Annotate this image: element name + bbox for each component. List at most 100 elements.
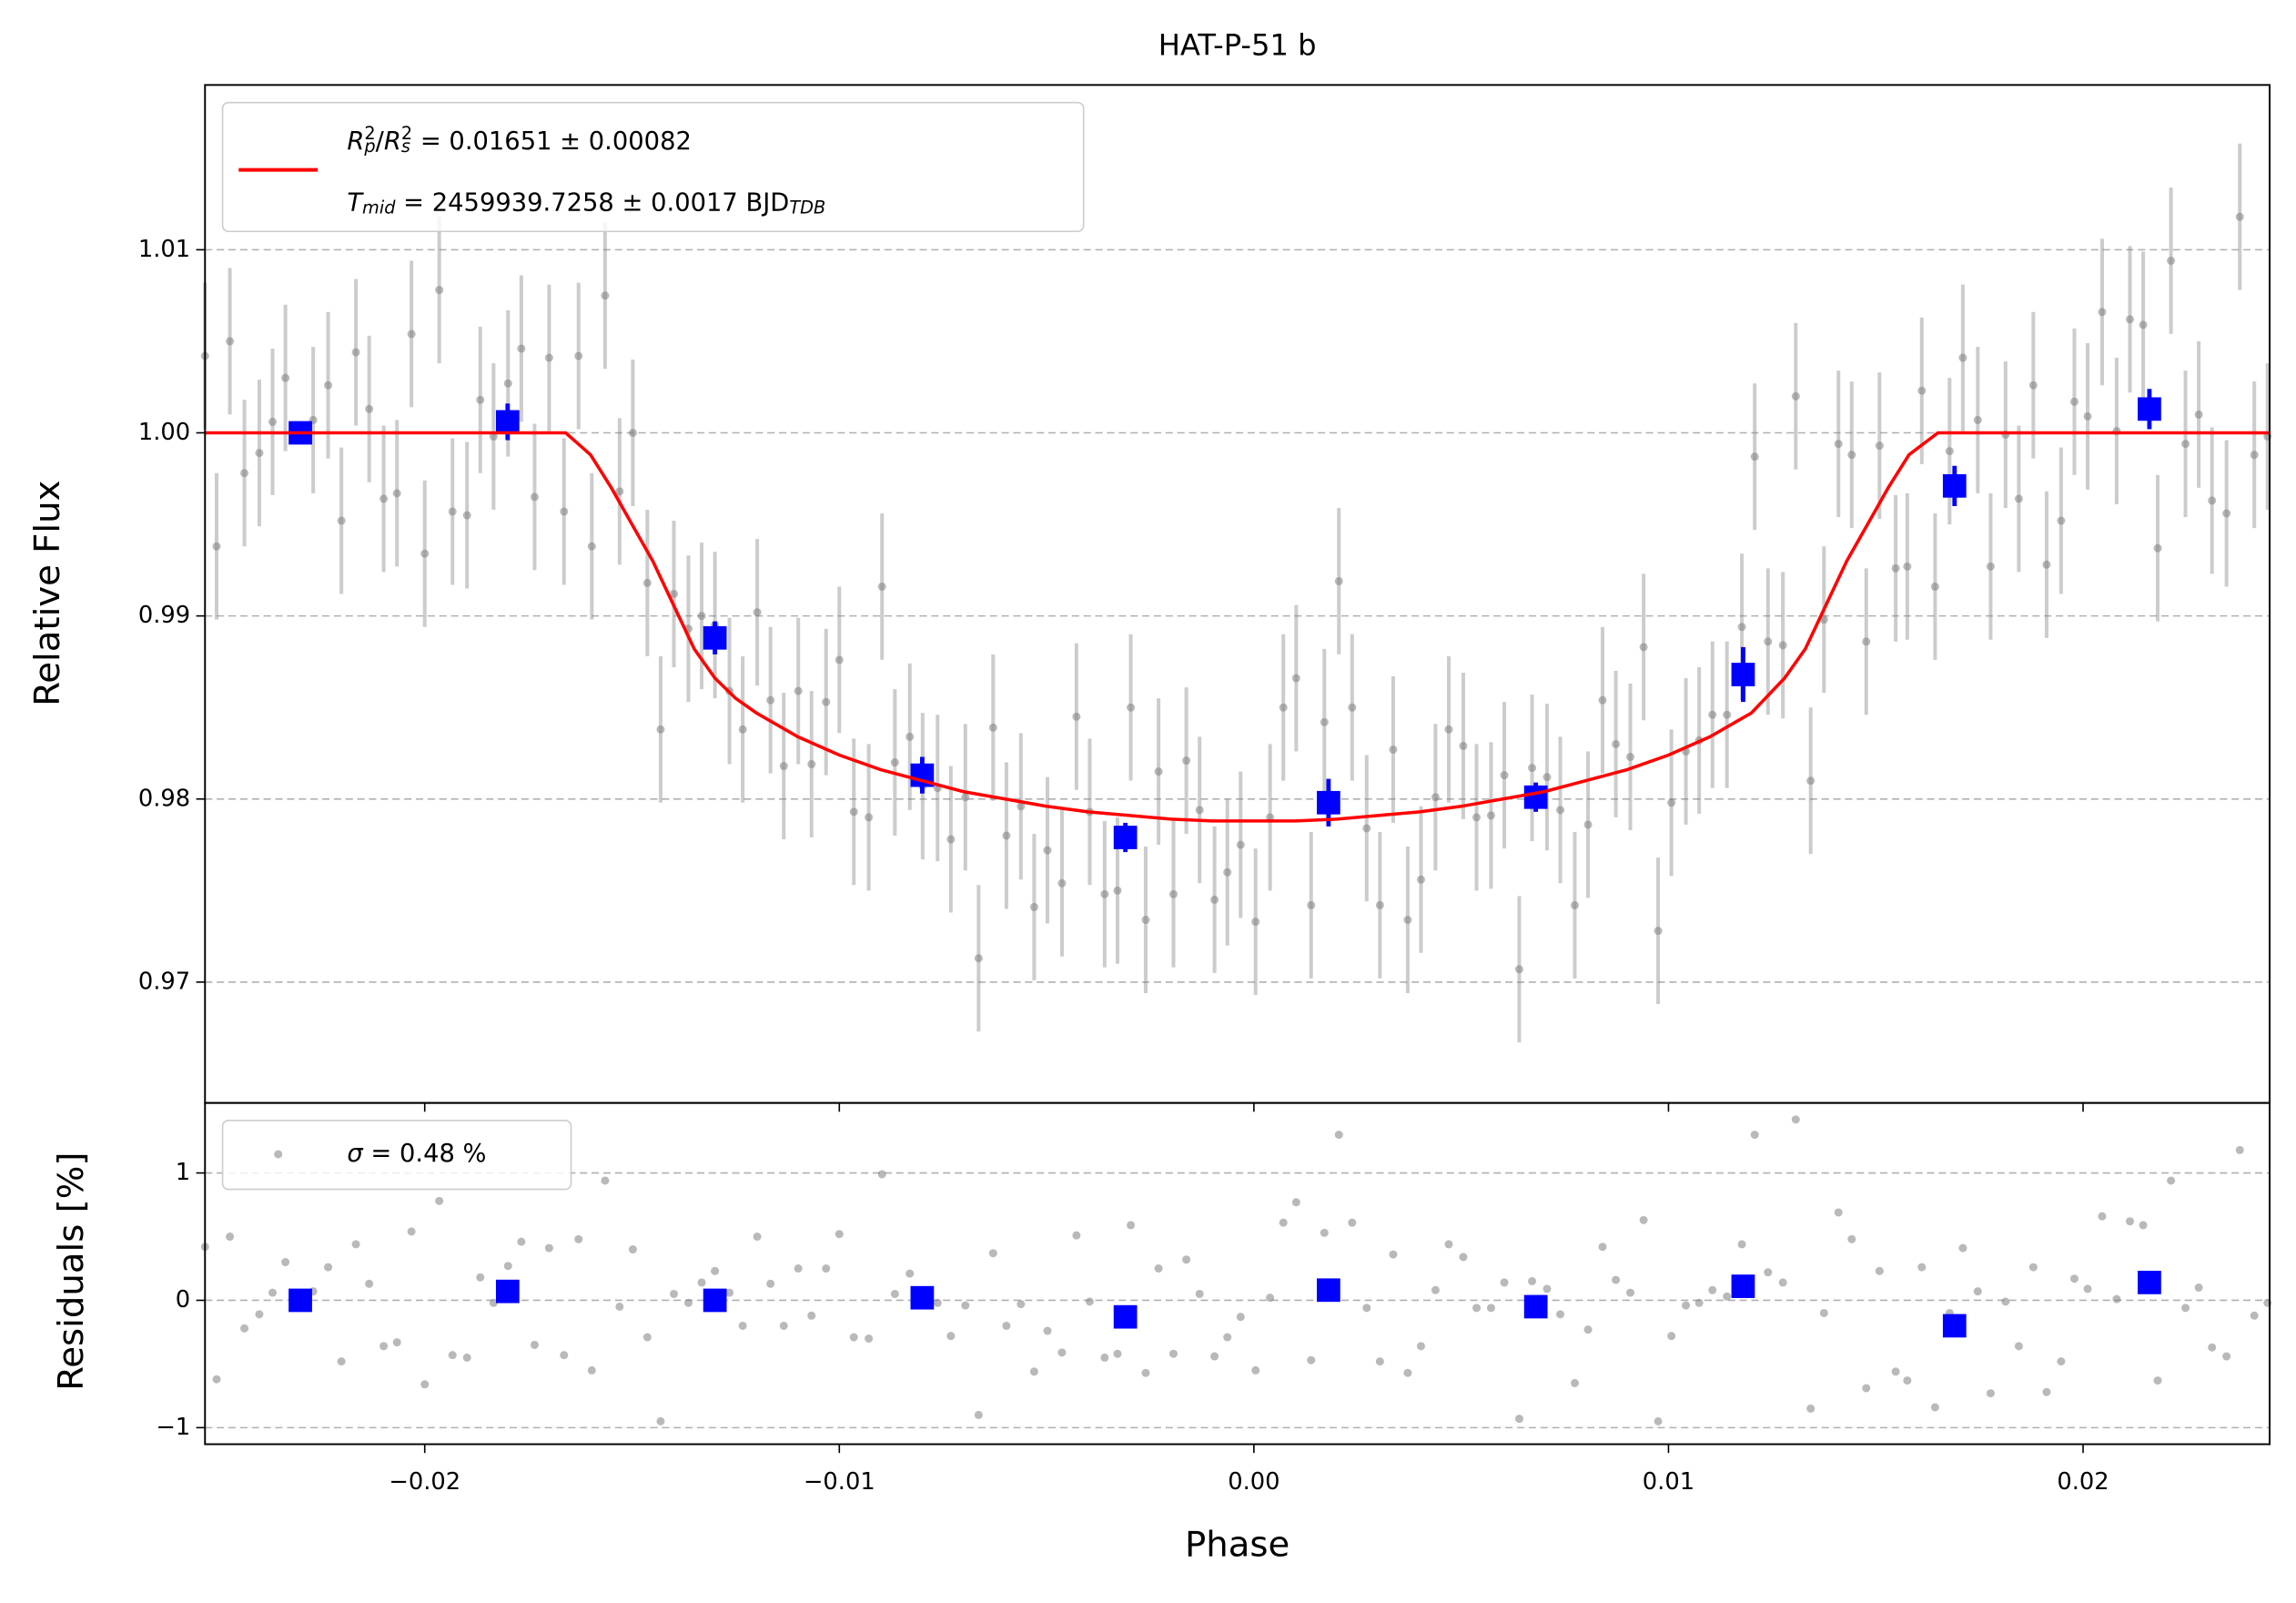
- residual-point: [1694, 1298, 1704, 1307]
- y-tick-label: 1.01: [138, 236, 190, 263]
- residual-point: [1459, 1253, 1468, 1262]
- residual-point: [697, 1278, 706, 1287]
- residual-point: [1029, 1367, 1038, 1376]
- legend-box: [221, 101, 1085, 233]
- data-point: [1127, 703, 1136, 712]
- data-point: [517, 344, 526, 353]
- axes-frame: [204, 1101, 2271, 1446]
- data-point: [905, 732, 915, 741]
- residual-point: [1528, 1276, 1537, 1285]
- residual-point: [1626, 1288, 1635, 1297]
- residual-point: [822, 1263, 831, 1273]
- binned-residual: [1523, 1294, 1548, 1319]
- residual-point: [1334, 1131, 1343, 1140]
- y-tick-label: 0.99: [138, 602, 190, 629]
- residual-point: [1472, 1304, 1482, 1313]
- data-point: [365, 404, 374, 413]
- data-point: [435, 286, 444, 295]
- residual-point: [1612, 1275, 1621, 1284]
- data-point: [2194, 410, 2203, 419]
- residual-point: [1654, 1416, 1663, 1425]
- residual-point: [738, 1321, 747, 1330]
- residual-point: [1320, 1228, 1329, 1237]
- legend-text: R: [384, 127, 401, 156]
- legend-text: s: [401, 136, 410, 157]
- residual-point: [379, 1342, 389, 1351]
- data-point: [1251, 918, 1260, 927]
- residual-point: [1598, 1243, 1607, 1252]
- residual-point: [2208, 1343, 2217, 1352]
- data-point: [1500, 771, 1509, 780]
- data-point: [2042, 560, 2051, 569]
- residual-point: [628, 1245, 637, 1254]
- data-point: [1764, 637, 1773, 646]
- residual-point: [517, 1237, 526, 1246]
- residual-point: [1737, 1240, 1746, 1249]
- residual-point: [587, 1365, 596, 1375]
- legend-text: 2: [364, 123, 375, 144]
- residual-point: [1057, 1348, 1067, 1357]
- residual-point: [877, 1170, 886, 1179]
- data-point: [448, 507, 457, 516]
- legend-box: [221, 1120, 572, 1191]
- data-point: [779, 762, 788, 771]
- data-point: [1708, 710, 1717, 719]
- residual-point: [779, 1321, 788, 1330]
- residual-point: [476, 1273, 485, 1282]
- data-point: [476, 395, 485, 404]
- legend-text: mid: [362, 198, 396, 218]
- data-point: [324, 380, 333, 390]
- legend-text: σ: [347, 1139, 364, 1167]
- data-point: [877, 582, 886, 591]
- data-point: [1945, 447, 1954, 456]
- data-point: [1570, 900, 1579, 909]
- residual-point: [766, 1279, 775, 1288]
- residual-point: [1431, 1285, 1440, 1294]
- residual-point: [560, 1351, 569, 1360]
- residual-point: [1236, 1313, 1245, 1322]
- residual-point: [324, 1263, 333, 1272]
- residual-point: [2181, 1304, 2190, 1313]
- data-point: [766, 695, 775, 705]
- data-point: [560, 507, 569, 516]
- data-point: [1431, 793, 1440, 802]
- y-axis-label: Residuals [%]: [51, 1152, 92, 1391]
- residual-point: [1444, 1240, 1453, 1249]
- data-point: [1667, 798, 1676, 807]
- data-point: [2208, 496, 2217, 505]
- data-point: [281, 373, 290, 382]
- residual-point: [1806, 1404, 1816, 1413]
- residual-point: [337, 1357, 346, 1366]
- data-point: [1903, 562, 1912, 571]
- data-point: [1654, 927, 1663, 936]
- residual-point: [503, 1262, 512, 1271]
- data-point: [988, 723, 997, 732]
- residual-point: [2069, 1274, 2079, 1283]
- data-point: [530, 492, 539, 502]
- residual-point: [1279, 1218, 1288, 1227]
- data-point: [1416, 875, 1425, 884]
- residual-point: [1891, 1367, 1900, 1376]
- legend-text: = 0.48 %: [363, 1139, 487, 1167]
- data-point: [420, 549, 430, 558]
- data-point: [697, 612, 706, 621]
- data-point: [1029, 902, 1038, 911]
- residual-point: [933, 1298, 942, 1307]
- residual-point: [489, 1298, 498, 1307]
- residual-point: [212, 1375, 221, 1384]
- data-point: [794, 686, 803, 695]
- data-point: [1472, 813, 1482, 822]
- data-point: [1307, 900, 1316, 909]
- data-point: [601, 291, 610, 300]
- residual-point: [530, 1340, 539, 1349]
- residual-point: [1072, 1231, 1081, 1240]
- residual-point: [1416, 1342, 1425, 1351]
- binned-point: [703, 625, 727, 650]
- data-point: [1847, 451, 1856, 460]
- residual-point: [2167, 1176, 2176, 1185]
- residual-point: [1403, 1368, 1412, 1377]
- residual-point: [683, 1298, 693, 1307]
- residual-point: [2057, 1357, 2066, 1366]
- residual-point: [1930, 1403, 1939, 1412]
